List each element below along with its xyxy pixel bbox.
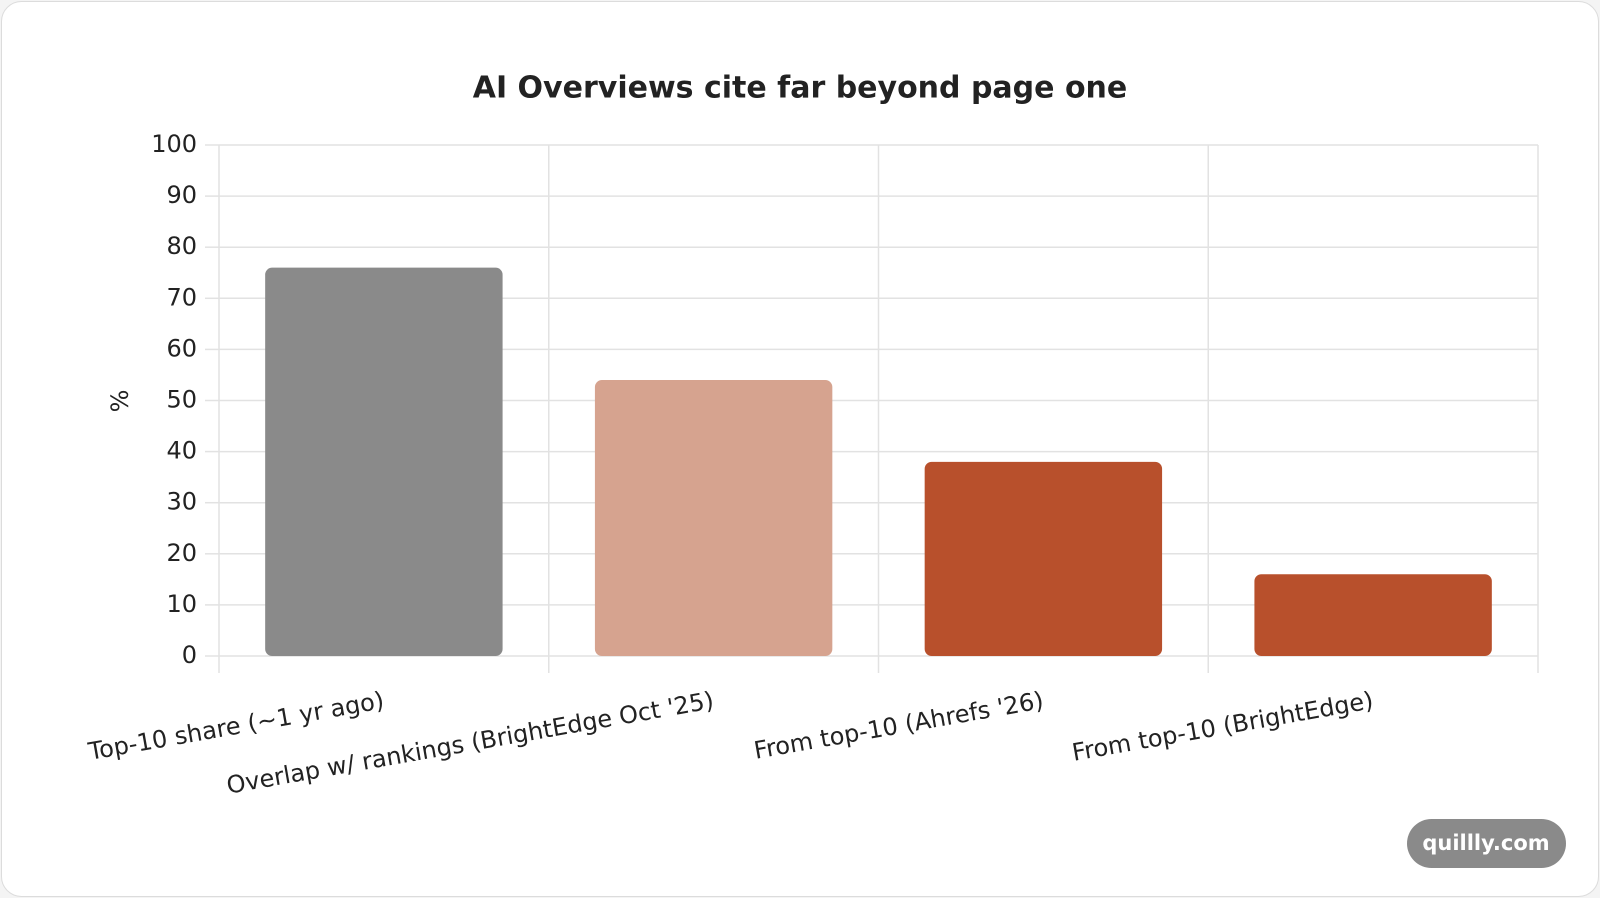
bar	[265, 267, 503, 656]
y-tick-label: 50	[166, 386, 197, 414]
y-tick-label: 60	[166, 334, 197, 362]
chart-title: AI Overviews cite far beyond page one	[473, 71, 1128, 106]
watermark: quillly.com	[1422, 831, 1549, 855]
y-tick-label: 20	[166, 539, 197, 567]
bar	[1254, 574, 1492, 656]
bar	[594, 380, 833, 656]
y-tick-label: 30	[166, 488, 197, 516]
y-tick-label: 80	[166, 232, 197, 260]
bar	[924, 461, 1163, 656]
watermark-badge	[1407, 819, 1566, 868]
y-tick-label: 0	[182, 641, 197, 669]
y-axis-label: %	[106, 390, 134, 413]
y-tick-label: 90	[166, 181, 197, 209]
y-tick-label: 10	[166, 590, 197, 618]
y-tick-label: 40	[166, 437, 197, 465]
y-tick-label: 70	[166, 283, 197, 311]
y-tick-label: 100	[151, 130, 197, 158]
